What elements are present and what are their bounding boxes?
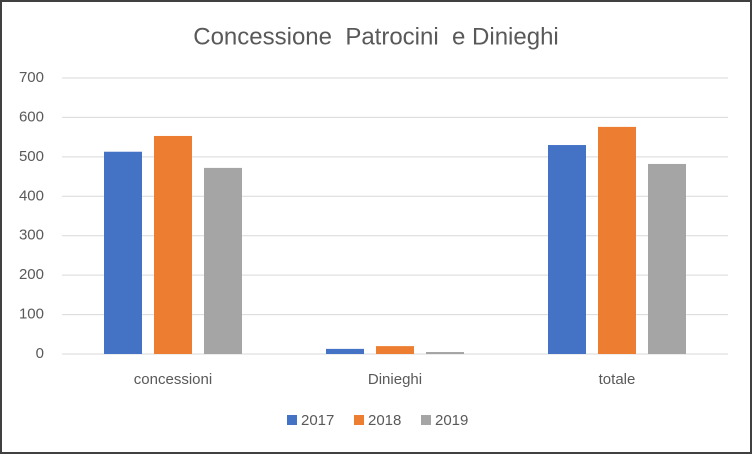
- bar: [426, 352, 464, 354]
- legend-label: 2017: [301, 412, 334, 429]
- legend-label: 2018: [368, 412, 401, 429]
- legend-swatch: [287, 415, 297, 425]
- bar: [376, 346, 414, 354]
- bar: [104, 151, 142, 354]
- y-tick-label: 200: [19, 266, 44, 283]
- y-tick-label: 700: [19, 69, 44, 86]
- y-tick-label: 400: [19, 187, 44, 204]
- x-tick-label: concessioni: [134, 371, 212, 388]
- y-tick-label: 0: [36, 345, 44, 362]
- x-tick-label: totale: [599, 371, 636, 388]
- x-tick-label: Dinieghi: [368, 371, 422, 388]
- bar: [598, 126, 636, 355]
- legend-swatch: [421, 415, 431, 425]
- y-tick-label: 500: [19, 148, 44, 165]
- legend-swatch: [354, 415, 364, 425]
- bar: [326, 348, 364, 354]
- y-tick-label: 100: [19, 306, 44, 323]
- bar: [204, 167, 242, 354]
- bar: [648, 163, 686, 354]
- bar: [548, 145, 586, 354]
- bar: [154, 135, 192, 354]
- y-tick-label: 600: [19, 108, 44, 125]
- legend-label: 2019: [435, 412, 468, 429]
- y-tick-label: 300: [19, 227, 44, 244]
- chart-title: Concessione Patrocini e Dinieghi: [193, 23, 559, 50]
